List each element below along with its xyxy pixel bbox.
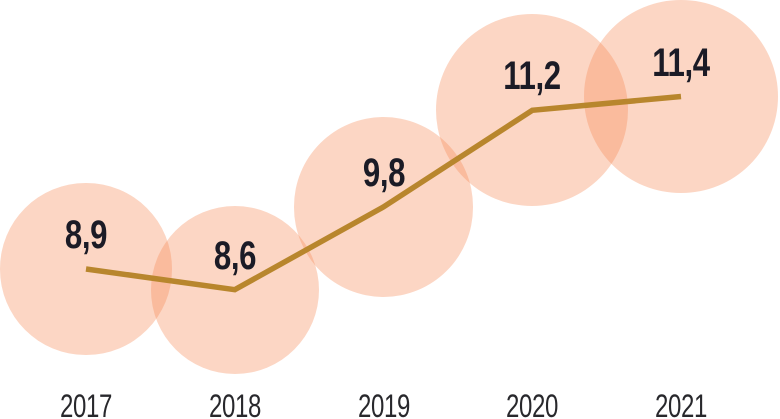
value-label-2017: 8,9: [64, 213, 108, 257]
bubble-2017: [0, 183, 172, 355]
value-label-2021: 11,4: [652, 40, 710, 85]
x-axis-label-2019: 2019: [357, 388, 410, 419]
value-label-2020: 11,2: [503, 54, 562, 99]
x-axis-label-2020: 2020: [506, 388, 559, 419]
x-axis-label-2021: 2021: [655, 388, 707, 419]
x-axis-label-2017: 2017: [60, 388, 112, 419]
value-label-2018: 8,6: [213, 233, 257, 278]
x-axis-label-2018: 2018: [208, 388, 261, 419]
trend-polyline: [85, 93, 682, 293]
value-label-2019: 9,8: [362, 150, 405, 195]
